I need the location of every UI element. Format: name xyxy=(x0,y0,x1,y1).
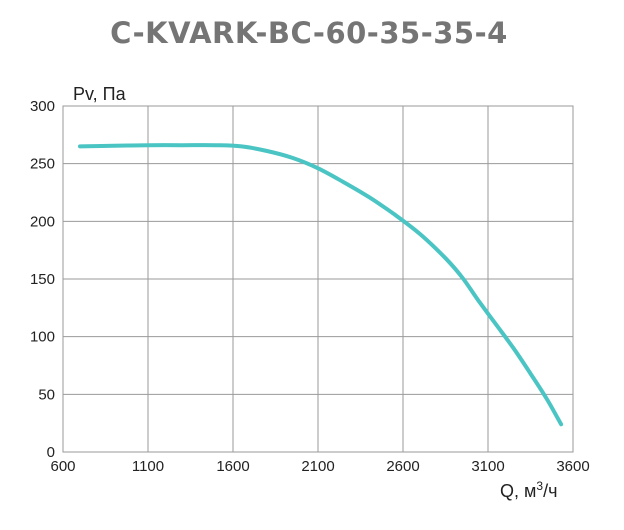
x-tick-label: 3600 xyxy=(556,458,589,475)
y-tick-label: 0 xyxy=(47,444,55,461)
x-tick-label: 2600 xyxy=(386,458,419,475)
series-group xyxy=(78,143,564,427)
y-tick-label: 100 xyxy=(30,329,55,346)
plot-frame xyxy=(62,105,574,453)
x-tick-label: 600 xyxy=(50,458,75,475)
x-tick-label: 1100 xyxy=(132,458,164,475)
y-axis-label: Pv, Па xyxy=(73,84,127,104)
x-tick-label: 2100 xyxy=(301,458,334,475)
x-axis-label-superscript: 3 xyxy=(536,479,543,493)
y-tick-label: 300 xyxy=(30,98,55,115)
pressure-curve xyxy=(78,143,564,427)
x-tick-label: 1600 xyxy=(216,458,249,475)
x-axis-label-suffix: /ч xyxy=(543,481,557,501)
y-tick-label: 150 xyxy=(30,271,55,288)
x-axis-label: Q, м3/ч xyxy=(500,479,557,501)
x-axis-label-prefix: Q, м xyxy=(500,481,536,501)
x-tick-label: 3100 xyxy=(471,458,504,475)
grid xyxy=(63,106,573,452)
y-tick-label: 250 xyxy=(30,156,55,173)
y-tick-label: 50 xyxy=(38,386,55,403)
x-tick-labels: 600 1100 1600 2100 2600 3100 3600 xyxy=(50,458,589,475)
chart-title: C-KVARK-BC-60-35-35-4 xyxy=(110,16,508,50)
y-tick-label: 200 xyxy=(30,213,55,230)
y-tick-labels: 0 50 100 150 200 250 300 xyxy=(30,98,55,461)
